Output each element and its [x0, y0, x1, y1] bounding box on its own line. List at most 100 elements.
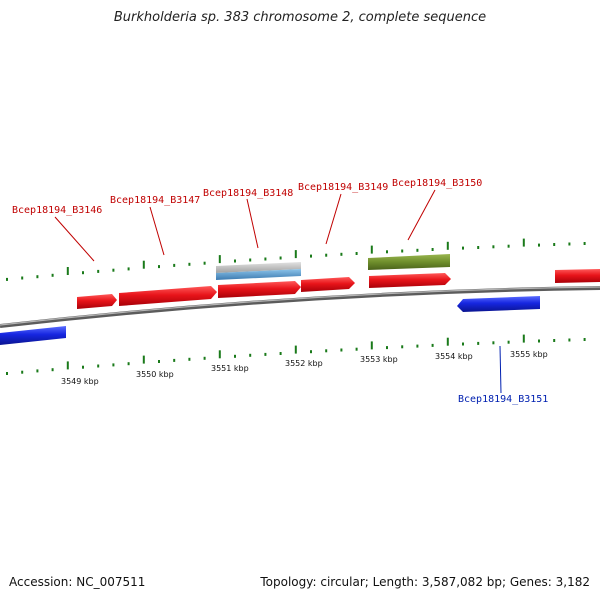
- upper-tick-major: [446, 241, 449, 250]
- upper-tick-major: [142, 260, 145, 269]
- upper-tick-major: [370, 245, 373, 254]
- lower-tick-minor: [188, 357, 191, 361]
- upper-tick-minor: [325, 253, 328, 257]
- lower-tick-minor: [325, 349, 328, 353]
- upper-tick-minor: [21, 276, 24, 280]
- upper-tick-minor: [477, 246, 480, 249]
- tick-label-3555: 3555 kbp: [510, 350, 548, 359]
- lower-tick-minor: [264, 352, 267, 356]
- lower-tick-minor: [36, 369, 39, 373]
- lower-tick-minor: [112, 363, 115, 367]
- sequence-summary: Topology: circular; Length: 3,587,082 bp…: [260, 575, 590, 589]
- upper-tick-minor: [462, 246, 464, 250]
- lower-tick-row: [6, 334, 586, 375]
- upper-tick-minor: [127, 267, 130, 271]
- upper-tick-major: [66, 267, 69, 275]
- lower-tick-minor: [173, 358, 176, 362]
- lower-tick-minor: [583, 338, 586, 341]
- upper-tick-minor: [583, 242, 586, 245]
- lower-tick-minor: [416, 344, 419, 348]
- upper-tick-minor: [36, 275, 39, 279]
- tick-label-3553: 3553 kbp: [360, 355, 398, 364]
- lower-tick-minor: [431, 343, 434, 347]
- upper-tick-minor: [188, 262, 191, 266]
- gene-label-bcep18194-b3151[interactable]: Bcep18194_B3151: [458, 394, 548, 405]
- upper-tick-minor: [431, 248, 434, 251]
- lower-tick-minor: [127, 362, 130, 366]
- lower-tick-minor: [279, 352, 282, 355]
- lower-tick-minor: [310, 350, 312, 354]
- gene-arrow-bcep18194-b3151[interactable]: [457, 296, 540, 312]
- upper-tick-minor: [173, 263, 176, 267]
- upper-tick-minor: [310, 254, 312, 258]
- upper-tick-minor: [264, 257, 267, 261]
- lower-tick-major: [370, 341, 373, 350]
- upper-tick-minor: [279, 256, 282, 260]
- gene-arrow-bcep18194-b3146[interactable]: [77, 294, 117, 309]
- leader-line-b3146: [54, 216, 95, 262]
- lower-tick-major: [446, 337, 449, 346]
- lower-tick-major: [66, 361, 69, 370]
- upper-tick-row: [6, 238, 586, 281]
- upper-tick-minor: [340, 252, 343, 256]
- upper-tick-minor: [538, 243, 540, 247]
- upper-tick-minor: [355, 252, 358, 255]
- gene-arrow-bcep18194-b3149[interactable]: [301, 277, 355, 292]
- upper-tick-minor: [507, 244, 510, 248]
- tick-label-3554: 3554 kbp: [435, 352, 473, 361]
- olive-feature: [368, 254, 450, 270]
- lower-tick-minor: [507, 340, 510, 344]
- accession-label: Accession:: [9, 575, 73, 589]
- lower-tick-major: [522, 334, 525, 343]
- leader-line-b3151: [499, 345, 502, 394]
- leader-line-b3149: [325, 193, 342, 245]
- gene-arrow-next-forward[interactable]: [555, 269, 600, 283]
- upper-tick-major: [218, 255, 221, 264]
- upper-tick-minor: [203, 261, 206, 265]
- upper-tick-minor: [158, 265, 160, 269]
- lower-tick-minor: [355, 347, 358, 351]
- tick-label-3551: 3551 kbp: [211, 364, 249, 373]
- upper-tick-major: [294, 250, 297, 259]
- lower-tick-minor: [203, 356, 206, 360]
- lower-tick-minor: [234, 354, 236, 358]
- lower-tick-minor: [462, 342, 464, 346]
- gene-label-bcep18194-b3146[interactable]: Bcep18194_B3146: [12, 205, 102, 216]
- upper-tick-minor: [249, 258, 252, 262]
- upper-tick-minor: [568, 242, 571, 246]
- gene-arrow-bcep18194-b3150[interactable]: [369, 273, 451, 288]
- gene-arrow-bcep18194-b3147[interactable]: [119, 286, 217, 306]
- upper-tick-minor: [51, 273, 54, 277]
- gene-label-bcep18194-b3149[interactable]: Bcep18194_B3149: [298, 182, 388, 193]
- gene-label-bcep18194-b3148[interactable]: Bcep18194_B3148: [203, 188, 293, 199]
- upper-tick-minor: [112, 268, 115, 272]
- light-blue-feature: [216, 269, 301, 280]
- lower-tick-minor: [21, 370, 24, 374]
- leader-line-b3148: [246, 198, 259, 249]
- accession-info: Accession: NC_007511: [9, 575, 145, 589]
- chromosome-backbone: [0, 286, 600, 328]
- upper-tick-minor: [82, 271, 84, 275]
- leader-line-b3147: [149, 206, 165, 256]
- leader-line-b3150: [407, 189, 436, 241]
- lower-tick-minor: [568, 338, 571, 342]
- tick-label-3552: 3552 kbp: [285, 359, 323, 368]
- gene-arrow-bcep18194-b3148[interactable]: [218, 281, 301, 298]
- lower-tick-minor: [97, 364, 100, 368]
- upper-tick-major: [522, 238, 525, 247]
- lower-tick-major: [218, 350, 221, 359]
- lower-tick-minor: [6, 372, 8, 375]
- upper-tick-minor: [416, 248, 419, 252]
- gene-label-bcep18194-b3147[interactable]: Bcep18194_B3147: [110, 195, 200, 206]
- lower-tick-minor: [51, 368, 54, 372]
- chromosome-backbone-highlight: [0, 286, 600, 326]
- lower-tick-minor: [401, 345, 404, 349]
- lower-tick-minor: [82, 365, 84, 369]
- lower-tick-minor: [538, 339, 540, 343]
- gene-label-bcep18194-b3150[interactable]: Bcep18194_B3150: [392, 178, 482, 189]
- tick-label-3550: 3550 kbp: [136, 370, 174, 379]
- lower-tick-minor: [249, 353, 252, 357]
- gene-arrow-previous-reverse[interactable]: [0, 326, 66, 345]
